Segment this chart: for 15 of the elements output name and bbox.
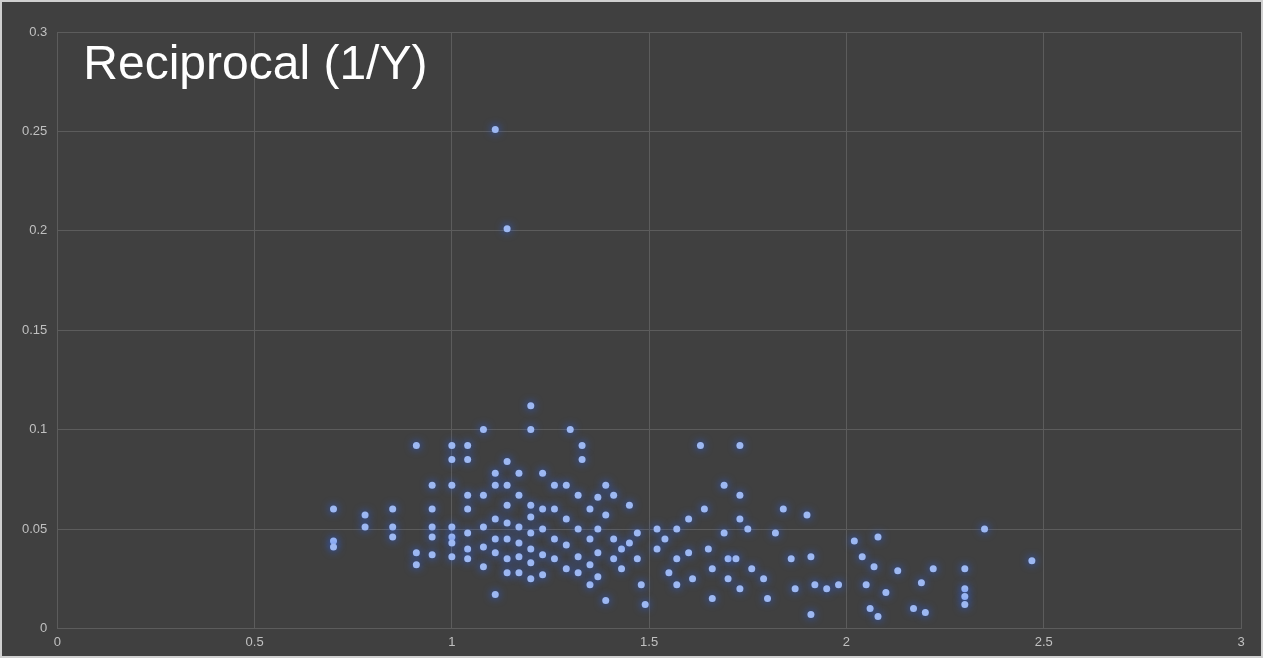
y-tick-label: 0.05	[21, 520, 48, 536]
y-tick-label: 0.2	[29, 222, 48, 238]
x-tick-label: 0	[53, 633, 61, 649]
x-tick-label: 1.5	[640, 633, 659, 649]
x-tick-label: 2	[842, 633, 851, 649]
x-tick-label: 1	[448, 633, 456, 649]
x-tick-label: 3	[1237, 633, 1245, 649]
y-tick-label: 0.25	[21, 122, 48, 138]
chart-title: Reciprocal (1/Y)	[83, 36, 428, 90]
y-tick-label: 0.3	[29, 23, 48, 39]
y-tick-label: 0.15	[21, 321, 48, 337]
x-tick-label: 2.5	[1034, 633, 1053, 649]
x-tick-label: 0.5	[245, 633, 264, 649]
y-tick-label: 0.1	[29, 421, 48, 437]
y-tick-label: 0	[40, 619, 48, 635]
